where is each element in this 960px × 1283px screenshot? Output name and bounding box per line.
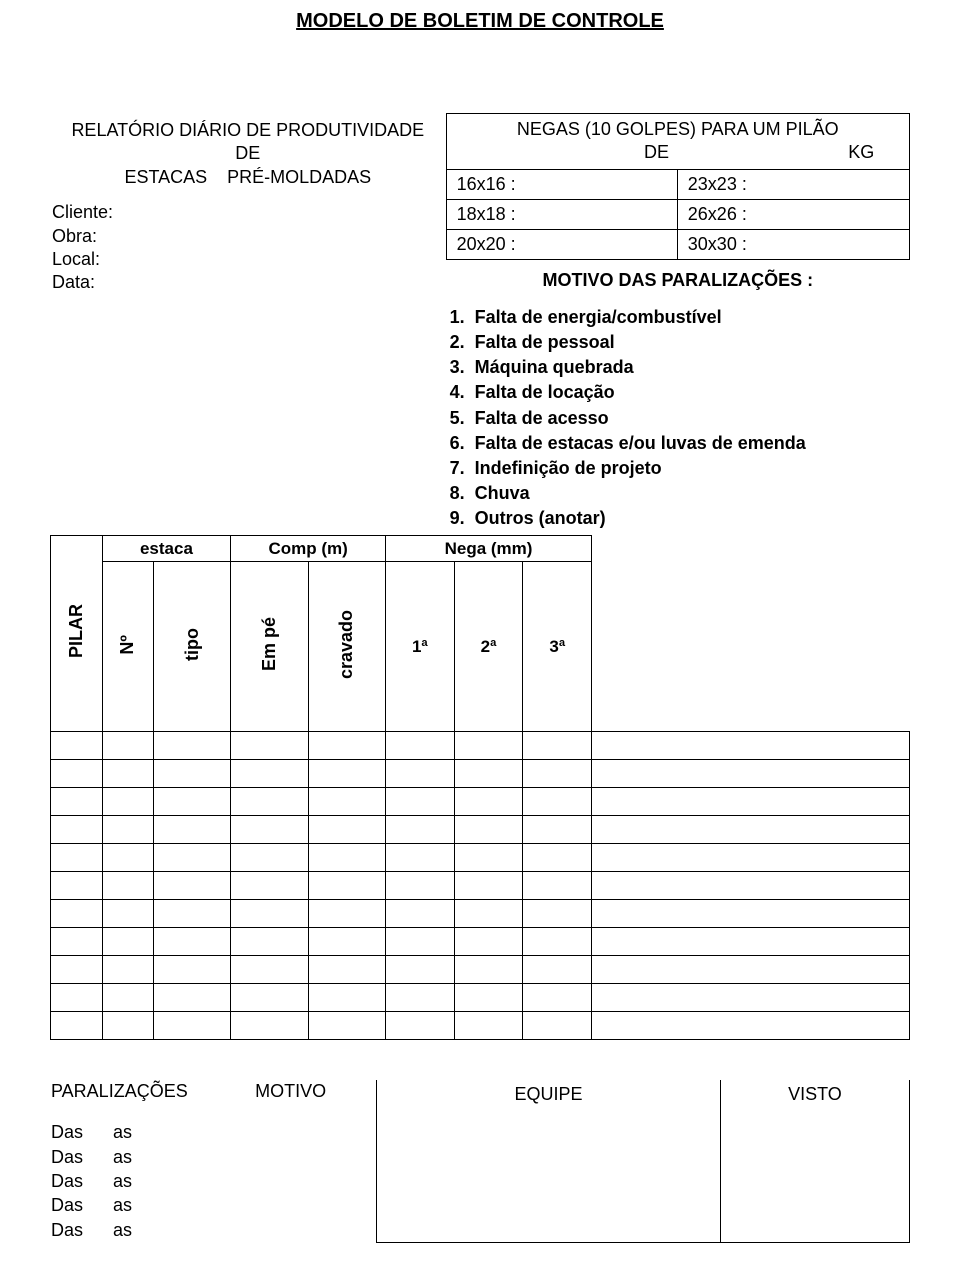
table-row — [51, 984, 910, 1012]
report-heading: RELATÓRIO DIÁRIO DE PRODUTIVIDADE DE EST… — [50, 113, 446, 191]
das-r: as — [113, 1193, 132, 1217]
table-row — [51, 732, 910, 760]
motivo-item: 9. Outros (anotar) — [450, 506, 910, 531]
das-row: Das as — [51, 1169, 356, 1193]
negas-title-kg: KG — [714, 141, 894, 164]
footer-table: PARALIZAÇÕES MOTIVO Das as Das as Das as Da… — [50, 1080, 910, 1243]
motivo-item: 2. Falta de pessoal — [450, 330, 910, 355]
das-row: Das as — [51, 1120, 356, 1144]
field-data: Data: — [52, 271, 446, 294]
col-comp: Comp (m) — [231, 536, 386, 562]
table-row — [51, 788, 910, 816]
table-row — [51, 900, 910, 928]
das-l: Das — [51, 1193, 83, 1217]
das-r: as — [113, 1218, 132, 1242]
col-1a: 1ª — [385, 562, 454, 732]
label-paralizacoes: PARALIZAÇÕES — [51, 1081, 188, 1102]
field-obra: Obra: — [52, 225, 446, 248]
table-row — [51, 760, 910, 788]
negas-cell: 26x26 : — [678, 200, 909, 229]
col-pilar: PILAR — [51, 536, 103, 732]
motivo-item: 1. Falta de energia/combustível — [450, 305, 910, 330]
das-r: as — [113, 1169, 132, 1193]
table-row — [51, 1012, 910, 1040]
negas-row-0: 16x16 : 23x23 : — [447, 170, 909, 200]
table-row — [51, 872, 910, 900]
das-l: Das — [51, 1218, 83, 1242]
motivo-item: 7. Indefinição de projeto — [450, 456, 910, 481]
top-section: RELATÓRIO DIÁRIO DE PRODUTIVIDADE DE EST… — [50, 113, 910, 531]
field-local: Local: — [52, 248, 446, 271]
footer-visto: VISTO — [720, 1080, 909, 1242]
paralizacoes-header: PARALIZAÇÕES MOTIVO — [51, 1081, 356, 1102]
negas-row-2: 20x20 : 30x30 : — [447, 230, 909, 259]
table-row — [51, 956, 910, 984]
das-l: Das — [51, 1169, 83, 1193]
table-row — [51, 816, 910, 844]
negas-cell: 20x20 : — [447, 230, 678, 259]
motivo-item: 4. Falta de locação — [450, 380, 910, 405]
col-nega: Nega (mm) — [385, 536, 591, 562]
right-column: NEGAS (10 GOLPES) PARA UM PILÃO DE KG 16… — [446, 113, 910, 531]
left-column: RELATÓRIO DIÁRIO DE PRODUTIVIDADE DE EST… — [50, 113, 446, 531]
motivo-item: 8. Chuva — [450, 481, 910, 506]
table-row — [51, 844, 910, 872]
label-motivo: MOTIVO — [255, 1081, 326, 1102]
page: MODELO DE BOLETIM DE CONTROLE RELATÓRIO … — [0, 0, 960, 1283]
das-r: as — [113, 1145, 132, 1169]
das-row: Das as — [51, 1145, 356, 1169]
das-list: Das as Das as Das as Das as Das as — [51, 1120, 356, 1241]
motivo-title: MOTIVO DAS PARALIZAÇÕES : — [446, 270, 910, 291]
motivo-item: 5. Falta de acesso — [450, 406, 910, 431]
motivo-box: MOTIVO DAS PARALIZAÇÕES : 1. Falta de en… — [446, 270, 910, 532]
col-2a: 2ª — [454, 562, 523, 732]
negas-cell: 18x18 : — [447, 200, 678, 229]
das-row: Das as — [51, 1193, 356, 1217]
col-no: Nº — [102, 562, 154, 732]
das-row: Das as — [51, 1218, 356, 1242]
footer: PARALIZAÇÕES MOTIVO Das as Das as Das as Da… — [50, 1080, 910, 1243]
spacer-cell — [592, 536, 910, 732]
client-block: Cliente: Obra: Local: Data: — [50, 191, 446, 301]
report-line2: ESTACAS PRÉ-MOLDADAS — [124, 167, 371, 187]
das-l: Das — [51, 1120, 83, 1144]
main-table-wrap: PILAR estaca Comp (m) Nega (mm) Nº tipo … — [50, 535, 910, 1040]
footer-left: PARALIZAÇÕES MOTIVO Das as Das as Das as Da… — [50, 1080, 377, 1242]
motivo-item: 6. Falta de estacas e/ou luvas de emenda — [450, 431, 910, 456]
col-empe: Em pé — [231, 562, 308, 732]
document-title: MODELO DE BOLETIM DE CONTROLE — [50, 10, 910, 33]
negas-title: NEGAS (10 GOLPES) PARA UM PILÃO DE KG — [447, 114, 909, 170]
main-table: PILAR estaca Comp (m) Nega (mm) Nº tipo … — [50, 535, 910, 1040]
table-row — [51, 928, 910, 956]
negas-cell: 16x16 : — [447, 170, 678, 199]
negas-cell: 30x30 : — [678, 230, 909, 259]
das-l: Das — [51, 1145, 83, 1169]
das-r: as — [113, 1120, 132, 1144]
col-cravado: cravado — [308, 562, 385, 732]
report-line1: RELATÓRIO DIÁRIO DE PRODUTIVIDADE DE — [71, 120, 424, 163]
col-3a: 3ª — [523, 562, 592, 732]
header-row-1: PILAR estaca Comp (m) Nega (mm) — [51, 536, 910, 562]
negas-cell: 23x23 : — [678, 170, 909, 199]
negas-title-de: DE — [461, 141, 709, 164]
footer-equipe: EQUIPE — [377, 1080, 721, 1242]
motivo-item: 3. Máquina quebrada — [450, 355, 910, 380]
negas-box: NEGAS (10 GOLPES) PARA UM PILÃO DE KG 16… — [446, 113, 910, 260]
motivo-list: 1. Falta de energia/combustível 2. Falta… — [446, 305, 910, 532]
negas-title-line1: NEGAS (10 GOLPES) PARA UM PILÃO — [517, 119, 839, 139]
col-estaca: estaca — [102, 536, 231, 562]
negas-row-1: 18x18 : 26x26 : — [447, 200, 909, 230]
field-cliente: Cliente: — [52, 201, 446, 224]
col-tipo: tipo — [154, 562, 231, 732]
